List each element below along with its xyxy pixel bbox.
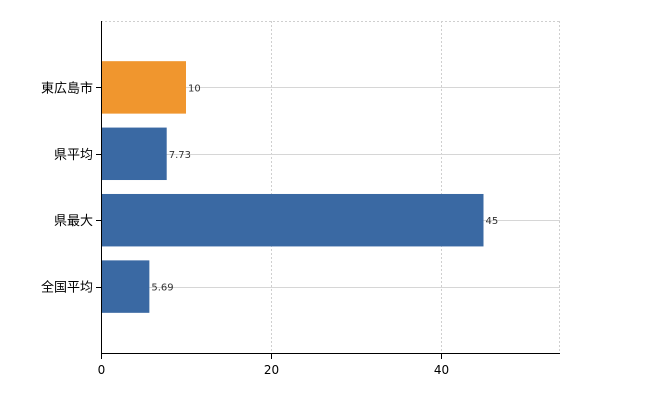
bar bbox=[101, 61, 186, 114]
x-axis-ticks: 0 20 40 bbox=[98, 353, 449, 377]
bar-value-label: 10 bbox=[188, 83, 201, 94]
bar-value-label: 45 bbox=[486, 216, 499, 227]
x-tick-label: 0 bbox=[98, 363, 106, 377]
data-labels: 10 7.73 45 5.69 bbox=[151, 83, 498, 293]
category-label: 県平均 bbox=[54, 148, 93, 163]
bar bbox=[101, 127, 167, 181]
bar bbox=[101, 260, 150, 313]
x-tick-label: 20 bbox=[264, 363, 279, 377]
bar-value-label: 5.69 bbox=[151, 283, 173, 294]
category-label: 全国平均 bbox=[41, 280, 93, 296]
x-tick-label: 40 bbox=[434, 363, 449, 377]
category-label: 県最大 bbox=[54, 214, 93, 229]
bars bbox=[101, 61, 484, 313]
bar bbox=[101, 193, 484, 247]
bar-value-label: 7.73 bbox=[169, 150, 191, 161]
category-label: 東広島市 bbox=[41, 80, 93, 96]
